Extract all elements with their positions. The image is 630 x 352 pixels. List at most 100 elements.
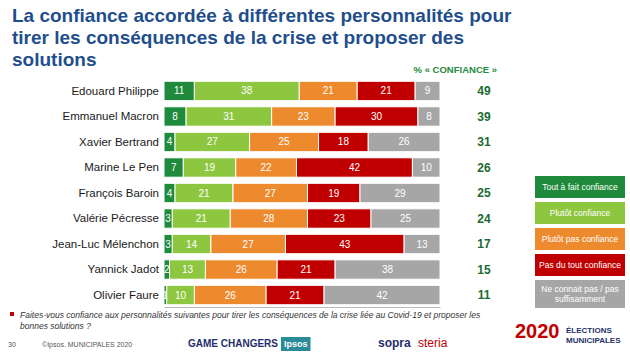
tick: Xavier Bertrand <box>79 136 159 148</box>
bar-segment <box>285 234 404 253</box>
series <box>194 81 357 304</box>
data-label: 3 <box>165 213 171 224</box>
data-label: 21 <box>381 85 393 96</box>
data-label: 21 <box>198 188 210 199</box>
tick: Olivier Faure <box>93 289 159 301</box>
total-value: 15 <box>477 263 491 277</box>
data-label: 2 <box>164 264 170 275</box>
data-label: 38 <box>382 264 394 275</box>
tick: Yannick Jadot <box>88 263 160 275</box>
data-label: 22 <box>261 162 273 173</box>
data-label: 43 <box>339 239 351 250</box>
data-label: 4 <box>167 188 173 199</box>
bar-segment <box>194 81 299 100</box>
data-label: 28 <box>263 213 275 224</box>
data-label: 23 <box>298 111 310 122</box>
text-line: Pas du tout confiance <box>539 260 621 270</box>
bar-segment <box>412 158 440 177</box>
data-label: 11 <box>174 85 185 96</box>
data-label: 21 <box>301 264 313 275</box>
bar-segment <box>371 209 440 228</box>
text-line: Ne connait pas / pas <box>541 284 619 294</box>
x-axis <box>165 307 441 308</box>
legend-swatch <box>535 202 625 224</box>
bar-segment <box>170 260 206 279</box>
bar-segment <box>299 81 357 100</box>
tick-label: Xavier Bertrand <box>79 136 159 148</box>
legend-label: Ne connait pas / passuffisamment <box>541 284 619 304</box>
total-value: 31 <box>477 135 491 149</box>
bar-segment <box>183 158 235 177</box>
bar-segment <box>296 158 412 177</box>
text-line: bonnes solutions ? <box>20 321 91 331</box>
bar-segment <box>266 285 324 304</box>
data-label: 29 <box>394 188 406 199</box>
bullet <box>10 312 14 316</box>
tick: François Baroin <box>78 187 159 199</box>
bar-segment <box>164 158 183 177</box>
bar-segment <box>172 209 230 228</box>
legend-label: Pas du tout confiance <box>539 260 621 270</box>
annotation: 30 <box>8 341 16 348</box>
legend-item: Plutôt pas confiance <box>535 228 625 250</box>
data-label: 21 <box>196 213 208 224</box>
data-label: 10 <box>175 290 187 301</box>
bar-segment <box>324 285 440 304</box>
total-value: 39 <box>477 110 491 124</box>
bar-segment <box>167 285 195 304</box>
text-line: tirer les conséquences de la crise et pr… <box>12 27 464 48</box>
bar-segment <box>404 234 440 253</box>
annotation: sopra <box>378 336 411 350</box>
bar-segment <box>175 183 233 202</box>
legend-label: Plutôt pas confiance <box>542 234 619 244</box>
bar-segment <box>360 183 440 202</box>
data-label: 10 <box>421 162 433 173</box>
data-label: 25 <box>400 213 412 224</box>
bar-segment <box>164 183 175 202</box>
annotation: GAME CHANGERS <box>188 338 278 349</box>
text-line: Plutôt pas confiance <box>542 234 619 244</box>
legend-swatch <box>535 176 625 198</box>
legend-item: Ne connait pas / passuffisamment <box>535 280 625 308</box>
data-label: 19 <box>204 162 216 173</box>
legend-item: Plutôt confiance <box>535 202 625 224</box>
chart: La confiance accordée à différentes pers… <box>0 0 630 352</box>
data-label: 7 <box>171 162 177 173</box>
plot-area <box>164 81 440 304</box>
bar-segment <box>164 234 172 253</box>
total-value: 26 <box>477 161 491 175</box>
legend-swatch <box>535 280 625 308</box>
bar-segment <box>335 260 440 279</box>
tick-label: Edouard Philippe <box>71 85 159 97</box>
data-label: 13 <box>182 264 194 275</box>
data-label: 9 <box>425 85 431 96</box>
legend-item: Tout à fait confiance <box>535 176 625 198</box>
data-label: 19 <box>328 188 340 199</box>
data-label: 25 <box>278 136 290 147</box>
bar-segment <box>308 183 360 202</box>
total-value: 25 <box>477 186 491 200</box>
total-value: 11 <box>478 288 491 302</box>
text-line: suffisamment <box>555 294 606 304</box>
text-line: Faites-vous confiance aux personnalités … <box>20 310 481 320</box>
text-line: solutions <box>12 49 96 70</box>
annotation: ÉLECTIONS <box>566 326 612 335</box>
data-label: 42 <box>376 290 388 301</box>
data-label: 27 <box>265 188 277 199</box>
data-label: 8 <box>172 111 178 122</box>
annotation: steria <box>418 336 448 350</box>
bar-segment <box>172 234 211 253</box>
tick: Marine Le Pen <box>84 161 159 173</box>
series <box>324 81 440 304</box>
data-label: 3 <box>165 239 171 250</box>
legend-swatch <box>535 228 625 250</box>
data-label: 42 <box>349 162 361 173</box>
tick: Jean-Luc Mélenchon <box>52 238 159 250</box>
bar-segment <box>319 132 369 151</box>
bar-segment <box>175 132 250 151</box>
y-axis: Edouard PhilippeEmmanuel MacronXavier Be… <box>52 85 160 301</box>
bar-segment <box>164 132 175 151</box>
footnote: Faites-vous confiance aux personnalités … <box>20 310 481 331</box>
legend: Tout à fait confiance Plutôt confiance Plu… <box>535 176 625 308</box>
data-label: 26 <box>236 264 248 275</box>
